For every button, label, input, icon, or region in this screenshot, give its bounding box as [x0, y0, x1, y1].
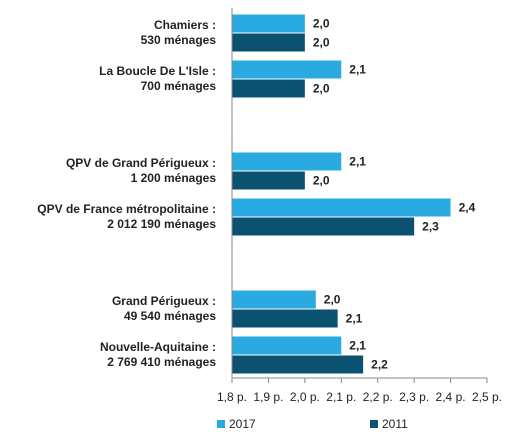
x-tick-label: 2,2 p.	[363, 390, 393, 404]
bar	[232, 171, 305, 190]
x-tick-label: 2,4 p.	[436, 390, 466, 404]
value-label: 2,1	[349, 339, 366, 353]
category-label: QPV de Grand Périgueux : 1 200 ménages	[65, 156, 216, 185]
x-tick-label: 1,8 p.	[217, 390, 247, 404]
category-label: QPV de France métropolitaine : 2 012 190…	[37, 202, 216, 231]
value-label: 2,0	[324, 293, 341, 307]
bar	[232, 217, 415, 236]
value-label: 2,0	[313, 17, 330, 31]
category-label: Chamiers : 530 ménages	[140, 18, 216, 47]
bar	[232, 198, 451, 217]
value-label: 2,4	[459, 201, 476, 215]
category-label: Grand Périgueux : 49 540 ménages	[111, 294, 216, 323]
value-label: 2,0	[313, 82, 330, 96]
value-label: 2,1	[349, 155, 366, 169]
value-label: 2,1	[346, 312, 363, 326]
legend-swatch	[370, 420, 378, 428]
x-tick-label: 1,9 p.	[253, 390, 283, 404]
bar	[232, 60, 342, 79]
x-tick-label: 2,1 p.	[326, 390, 356, 404]
bar	[232, 79, 305, 98]
value-label: 2,0	[313, 36, 330, 50]
value-label: 2,3	[422, 220, 439, 234]
value-label: 2,0	[313, 174, 330, 188]
bar	[232, 14, 305, 33]
bar	[232, 152, 342, 171]
bar	[232, 290, 316, 309]
category-label: La Boucle De L'Isle : 700 ménages	[99, 64, 216, 93]
value-label: 2,1	[349, 63, 366, 77]
x-tick-label: 2,5 p.	[472, 390, 502, 404]
legend-label: 2011	[382, 417, 408, 431]
bar	[232, 309, 338, 328]
x-tick-label: 2,0 p.	[290, 390, 320, 404]
bar	[232, 355, 364, 374]
x-tick-label: 2,3 p.	[399, 390, 429, 404]
category-label: Nouvelle-Aquitaine : 2 769 410 ménages	[99, 340, 216, 369]
value-label: 2,2	[371, 358, 388, 372]
legend-swatch	[217, 420, 225, 428]
bar	[232, 336, 342, 355]
legend-label: 2017	[229, 417, 256, 431]
bar	[232, 33, 305, 52]
